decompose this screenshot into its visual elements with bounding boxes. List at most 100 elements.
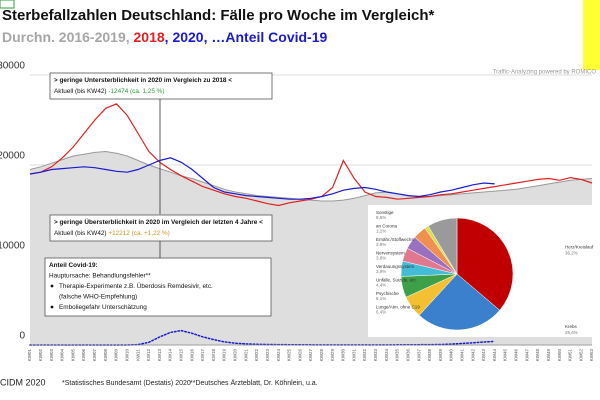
annotation-part: -12474 (ca. 1,25 %) [108,88,164,95]
pie-slice [456,217,514,311]
pie-label: Ernähr./Stoffwechs. [376,237,415,242]
pie-label: Nervensystem [376,251,405,256]
footer-text: **Deutsches Ärzteblatt, Dr. Köhnlein, u.… [190,379,318,387]
pie-label: Verdauungssystem [376,264,415,269]
annotation-text: Aktuell (bis KW42) -12474 (ca. 1,25 %) [54,88,164,95]
area-line [29,150,593,202]
pie-label: Sonstige [376,210,394,215]
pie-slice [427,217,458,275]
x-tick-label: KW52 [578,349,583,362]
subtitle-part: 2018 [134,29,165,45]
annotation-text: > geringe Übersterblichkeit in 2020 im V… [54,217,263,226]
x-tick-label: KW07 [92,349,97,362]
footer-text: CIDM 2020 [0,377,46,387]
annotation-text: Anteil Covid-19: [49,262,98,269]
x-tick-label: KW37 [416,349,421,362]
annotation-text: (falsche WHO-Empfehlung) [59,293,137,300]
x-tick-label: KW24 [276,349,281,362]
bullet [50,305,54,309]
annotation-box [49,214,273,242]
x-tick-label: KW14 [168,349,173,362]
annotation-part: > geringe Untersterblichkeit in 2020 im … [54,77,232,84]
x-tick-label: KW29 [330,349,335,362]
x-tick-label: KW09 [114,349,119,362]
annotation-text: Aktuell (bis KW42) +12212 (ca. +1,22 %) [54,230,170,237]
pie-slice [418,273,501,331]
x-tick-label: KW26 [297,349,302,362]
pie-value-label: 3,9% [376,242,386,247]
x-tick-label: KW43 [481,349,486,362]
x-tick-label: KW27 [308,349,313,362]
watermark: Traffic-Analyzing powered by ROMICO [493,70,597,76]
annotation-part: Hauptursache: Behandlungsfehler** [49,272,151,279]
x-tick-label: KW45 [503,349,508,362]
x-tick-label: KW34 [384,349,389,362]
pie-value-label: 3,9% [376,269,386,274]
x-tick-label: KW12 [146,349,151,362]
x-tick-label: KW13 [157,349,162,362]
pie-label: an Corona [376,224,398,229]
x-tick-label: KW42 [470,349,475,362]
annotation-text: > geringe Untersterblichkeit in 2020 im … [54,77,232,84]
x-tick-label: KW18 [211,349,216,362]
side-note [583,0,600,70]
pie-label: Psychische [376,291,399,296]
x-tick-label: KW23 [265,349,270,362]
annotation-text: Hauptursache: Behandlungsfehler** [49,272,151,279]
x-tick-label: KW25 [287,349,292,362]
y-tick-label: 10000 [0,241,25,252]
x-tick-label: KW17 [200,349,205,362]
subtitle-part: 2020 [172,29,203,45]
annotation-box [44,257,272,317]
subtitle-part: , [165,29,173,45]
pie-label: Unfälle, Suizide, etc. [376,278,417,283]
x-tick-label: KW10 [124,349,129,362]
pie-value-label: 8,6% [376,215,386,220]
annotation-part: Therapie-Experimente z.B. Überdosis Remd… [59,282,213,290]
y-tick-label: 0 [19,331,25,342]
annotation-part: Anteil Covid-19: [49,262,98,269]
annotation-part: > geringe Übersterblichkeit in 2020 im V… [54,217,263,226]
pie-value-label: 4,4% [376,283,386,288]
annotation-part: Emboliegefahr Unterschätzung [59,304,147,311]
x-tick-label: KW39 [438,349,443,362]
x-tick-label: KW02 [38,349,43,362]
x-tick-label: KW19 [222,349,227,362]
y-tick-label: 20000 [0,151,25,162]
subtitle-part: Durchn. 2016-2019 [2,29,126,45]
annotation-part: +12212 (ca. +1,22 %) [108,230,169,237]
x-tick-label: KW22 [254,349,259,362]
x-tick-label: KW41 [459,349,464,362]
x-tick-label: KW53 [589,349,594,362]
bullet [50,284,54,288]
x-tick-label: KW32 [362,349,367,362]
x-tick-label: KW04 [60,349,65,362]
subtitle-part: , … [204,29,226,45]
subtitle-part: , [126,29,134,45]
pie-value-label: 36,2% [565,251,578,256]
pie-label: Herz/Kreislauf [565,245,594,250]
pie-value-label: 6,1% [376,296,386,301]
annotation-text: Emboliegefahr Unterschätzung [59,304,147,311]
x-tick-label: KW35 [395,349,400,362]
pie-label: Krebs [565,324,578,329]
x-tick-label: KW08 [103,349,108,362]
annotation-box [49,72,273,100]
x-tick-label: KW01 [27,349,32,362]
x-tick-label: KW50 [557,349,562,362]
pie-value-label: 3,8% [376,256,386,261]
x-tick-label: KW21 [243,349,248,362]
chart-subtitle: Durchn. 2016-2019, 2018, 2020, …Anteil C… [2,29,328,45]
x-tick-label: KW05 [70,349,75,362]
x-tick-label: KW31 [351,349,356,362]
pie-value-label: 1,1% [376,229,386,234]
x-tick-label: KW44 [492,349,497,362]
x-tick-label: KW47 [524,349,529,362]
x-tick-label: KW20 [233,349,238,362]
x-tick-label: KW51 [568,349,573,362]
x-tick-label: KW33 [373,349,378,362]
pie-value-label: 25,6% [565,330,578,335]
annotation-text: Therapie-Experimente z.B. Überdosis Remd… [59,282,213,290]
x-tick-label: KW28 [319,349,324,362]
